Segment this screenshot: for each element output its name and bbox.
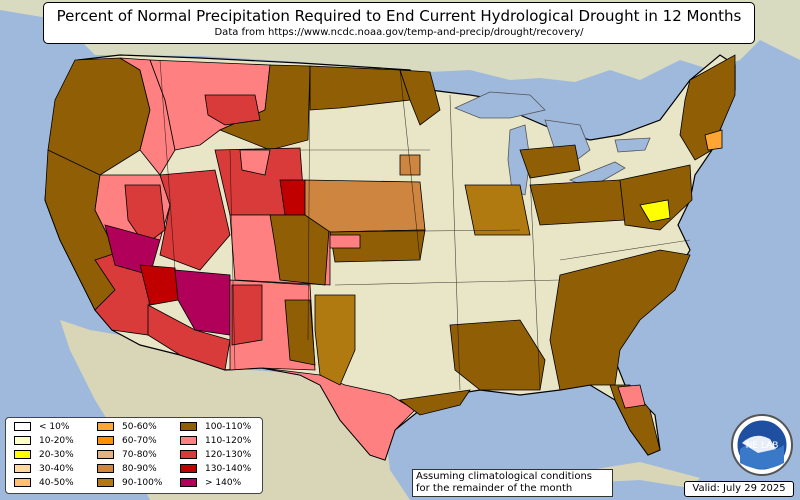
lake-michigan <box>507 124 531 196</box>
region-ne-orange <box>704 129 723 151</box>
legend-label: < 10% <box>39 422 70 432</box>
legend-swatch <box>14 450 31 459</box>
region-wyoming-pink <box>239 149 271 176</box>
region-ohio <box>529 179 626 226</box>
region-maryland-yellow <box>639 199 671 223</box>
region-illinois <box>464 184 531 236</box>
legend-label: 110-120% <box>205 436 252 446</box>
legend: < 10% 10-20% 20-30% 30-40% 40-50% 50-60%… <box>5 417 263 494</box>
legend-label: 90-100% <box>122 478 163 488</box>
region-nevada-red <box>124 184 166 246</box>
region-nebraska <box>304 179 426 233</box>
legend-swatch <box>14 436 31 445</box>
region-arizona-magenta-2 <box>174 269 231 336</box>
baja <box>60 320 130 440</box>
region-florida-pink <box>617 384 646 409</box>
legend-label: 30-40% <box>39 464 74 474</box>
legend-label: 80-90% <box>122 464 157 474</box>
legend-label: > 140% <box>205 478 242 488</box>
region-southeast <box>549 249 691 391</box>
region-appalachia <box>619 164 693 231</box>
legend-label: 70-80% <box>122 450 157 460</box>
map-subtitle: Data from https://www.ncdc.noaa.gov/temp… <box>214 27 584 38</box>
logo-lettering: NE LAB <box>746 441 779 451</box>
region-montana-red <box>204 94 261 126</box>
legend-label: 120-130% <box>205 450 252 460</box>
legend-swatch <box>97 478 114 487</box>
legend-swatch <box>14 478 31 487</box>
legend-swatch <box>180 436 197 445</box>
region-michigan <box>519 144 581 179</box>
cuba <box>590 462 700 488</box>
legend-label: 40-50% <box>39 478 74 488</box>
state-lines <box>159 59 691 391</box>
noaa-logo-icon: NE LAB <box>731 414 793 476</box>
legend-label: 130-140% <box>205 464 252 474</box>
valid-date: Valid: July 29 2025 <box>684 481 794 497</box>
legend-label: 60-70% <box>122 436 157 446</box>
region-texas-coast <box>398 389 471 416</box>
title-box: Percent of Normal Precipitation Required… <box>43 2 755 44</box>
region-kansas-pink <box>329 234 361 249</box>
legend-label: 10-20% <box>39 436 74 446</box>
legend-swatch <box>97 422 114 431</box>
lake-huron <box>544 119 591 166</box>
region-minnesota <box>399 69 441 126</box>
legend-label: 50-60% <box>122 422 157 432</box>
legend-swatch <box>14 464 31 473</box>
legend-swatch <box>180 450 197 459</box>
assumption-note: Assuming climatological conditions for t… <box>412 469 613 497</box>
region-utah <box>159 169 231 271</box>
legend-swatch <box>97 464 114 473</box>
lake-ontario <box>614 137 651 153</box>
region-northeast <box>679 54 736 161</box>
legend-label: 20-30% <box>39 450 74 460</box>
map-title: Percent of Normal Precipitation Required… <box>56 7 742 25</box>
lake-superior <box>453 91 546 119</box>
legend-label: 100-110% <box>205 422 252 432</box>
note-line-1: Assuming climatological conditions <box>416 471 592 482</box>
legend-swatch <box>180 422 197 431</box>
legend-swatch <box>14 422 31 431</box>
legend-swatch <box>97 450 114 459</box>
note-line-2: for the remainder of the month <box>416 483 573 494</box>
region-texas-brown <box>314 294 356 386</box>
legend-swatch <box>180 478 197 487</box>
legend-swatch <box>180 464 197 473</box>
region-arizona-south <box>147 304 231 371</box>
legend-swatch <box>97 436 114 445</box>
region-nm-red <box>231 284 263 346</box>
region-nm-brown <box>284 299 316 366</box>
